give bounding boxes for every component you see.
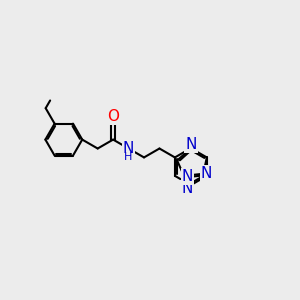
Text: N: N bbox=[185, 137, 196, 152]
Text: H: H bbox=[124, 152, 133, 161]
Text: N: N bbox=[182, 169, 193, 184]
Text: N: N bbox=[181, 182, 193, 196]
Text: O: O bbox=[107, 109, 119, 124]
Text: N: N bbox=[123, 141, 134, 156]
Text: N: N bbox=[201, 167, 212, 182]
